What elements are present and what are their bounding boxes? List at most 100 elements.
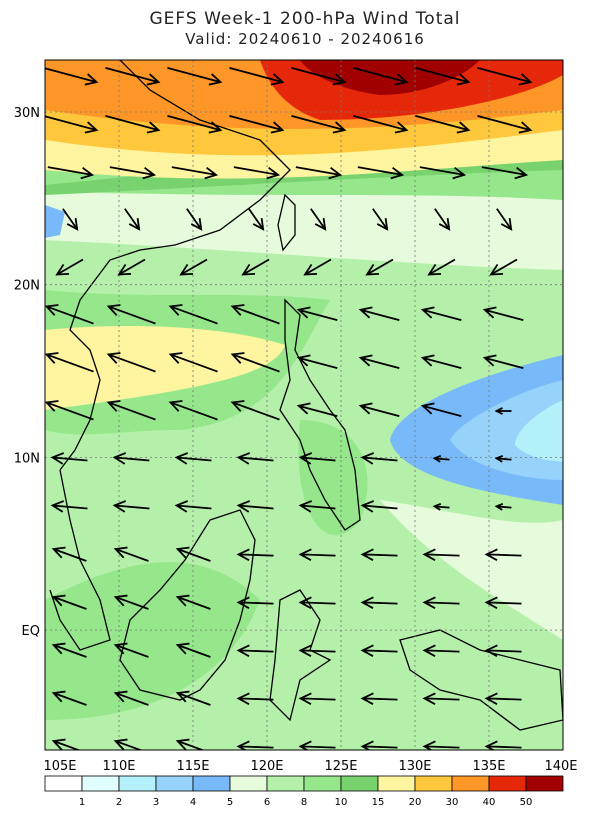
wind-arrow <box>174 500 212 513</box>
coastline <box>49 469 111 651</box>
wind-arrow <box>105 115 161 134</box>
wind-arrow <box>45 67 99 86</box>
wind-arrow <box>298 548 336 561</box>
wind-arrow <box>358 402 400 418</box>
wind-arrow <box>117 258 146 276</box>
wind-arrow <box>229 67 285 86</box>
wind-arrow <box>175 738 205 750</box>
wind-arrow <box>415 67 471 86</box>
wind-arrow <box>296 402 338 418</box>
wind-arrow <box>113 642 149 658</box>
wind-arrow <box>175 594 211 610</box>
wind-arrow <box>481 166 529 180</box>
wind-arrow <box>236 452 274 465</box>
wind-arrow <box>477 115 533 134</box>
coastline <box>399 629 563 731</box>
shade <box>380 500 563 640</box>
wind-arrow <box>360 500 398 513</box>
wind-arrow <box>422 644 460 657</box>
wind-arrow <box>175 546 211 562</box>
wind-arrow <box>427 258 456 276</box>
wind-arrow <box>62 208 79 231</box>
wind-arrow <box>360 548 398 561</box>
shade <box>45 190 563 270</box>
wind-arrows <box>45 67 533 750</box>
colorbar-label: 30 <box>446 797 459 808</box>
wind-arrow <box>106 304 156 325</box>
wind-arrow <box>484 740 522 750</box>
wind-arrow <box>105 67 161 86</box>
wind-arrow <box>360 452 398 465</box>
colorbar-box <box>340 775 379 792</box>
axis-labels: 105E 110E 115E 120E 125E 130E 135E 140E 30N 20N 10… <box>14 106 578 774</box>
wind-arrow <box>482 306 524 322</box>
colorbar: 1 2 3 4 5 6 8 10 15 20 30 40 50 <box>44 775 564 808</box>
colorbar-label: 40 <box>483 797 496 808</box>
wind-arrow <box>298 644 336 657</box>
shade <box>45 562 260 720</box>
wind-arrow <box>353 115 409 134</box>
wind-arrow <box>236 548 274 561</box>
wind-arrow <box>358 306 400 322</box>
wind-arrow <box>298 740 336 750</box>
wind-arrow <box>360 692 398 705</box>
wind-arrow <box>171 166 219 180</box>
wind-arrow <box>50 452 88 465</box>
wind-arrow <box>489 258 518 276</box>
wind-arrow <box>422 548 460 561</box>
wind-arrow <box>248 208 265 231</box>
wind-arrow <box>179 258 208 276</box>
shade <box>515 400 563 462</box>
wind-arrow <box>484 692 522 705</box>
wind-arrow <box>47 166 95 180</box>
colorbar-box <box>377 775 416 792</box>
wind-arrow <box>113 690 149 706</box>
wind-arrow <box>236 500 274 513</box>
colorbar-box <box>192 775 231 792</box>
wind-arrow <box>236 740 274 750</box>
wind-arrow <box>236 644 274 657</box>
wind-arrow <box>174 452 212 465</box>
wind-arrow <box>168 304 218 325</box>
wind-arrow <box>106 352 156 373</box>
lon-label: 110E <box>102 759 135 774</box>
colorbar-box <box>118 775 157 792</box>
wind-arrow <box>360 644 398 657</box>
wind-arrow <box>494 502 512 511</box>
coastline <box>277 193 296 252</box>
wind-arrow <box>51 738 81 750</box>
coastline <box>59 60 291 471</box>
wind-arrow <box>291 67 347 86</box>
wind-arrow <box>298 596 336 609</box>
lon-label: 115E <box>176 759 209 774</box>
colorbar-label: 6 <box>264 797 270 808</box>
wind-arrow <box>51 642 87 658</box>
colorbar-label: 20 <box>409 797 422 808</box>
colorbar-label: 2 <box>116 797 122 808</box>
wind-arrow <box>415 115 471 134</box>
wind-arrow <box>298 500 336 513</box>
colorbar-label: 3 <box>153 797 159 808</box>
colorbar-label: 50 <box>520 797 533 808</box>
colorbar-label: 15 <box>372 797 385 808</box>
colorbar-box <box>81 775 120 792</box>
wind-arrow <box>113 594 149 610</box>
wind-arrow <box>233 166 281 180</box>
wind-arrow <box>167 67 223 86</box>
colorbar-box <box>229 775 268 792</box>
shade <box>45 325 285 410</box>
wind-arrow <box>420 354 462 370</box>
lat-label: 20N <box>14 279 40 294</box>
wind-arrow <box>365 258 394 276</box>
map-title: GEFS Week-1 200-hPa Wind Total <box>149 9 460 29</box>
wind-arrow <box>55 258 84 276</box>
colorbar-box <box>44 775 83 792</box>
graticule <box>45 60 563 750</box>
wind-arrow <box>360 596 398 609</box>
wind-arrow <box>167 115 223 134</box>
wind-arrow <box>482 354 524 370</box>
colorbar-label: 10 <box>335 797 348 808</box>
wind-arrow <box>484 596 522 609</box>
lon-label: 105E <box>43 759 76 774</box>
